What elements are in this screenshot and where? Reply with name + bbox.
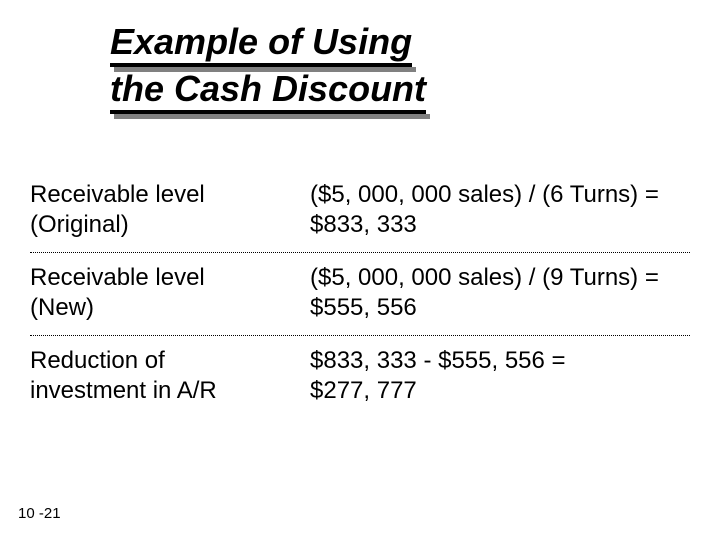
- slide-title: Example of Using the Cash Discount: [110, 20, 426, 114]
- label-text: investment in A/R: [30, 377, 217, 404]
- value-text: $833, 333: [310, 211, 417, 238]
- label-text: Receivable level: [30, 181, 205, 208]
- value-text: ($5, 000, 000 sales) / (9 Turns) =: [310, 264, 659, 291]
- content-table: Receivable level (Original) ($5, 000, 00…: [30, 170, 690, 418]
- title-line-2: the Cash Discount: [110, 67, 426, 114]
- row-value: ($5, 000, 000 sales) / (9 Turns) = $555,…: [310, 263, 690, 323]
- table-row: Receivable level (New) ($5, 000, 000 sal…: [30, 253, 690, 336]
- label-text: Reduction of: [30, 347, 165, 374]
- table-row: Reduction of investment in A/R $833, 333…: [30, 336, 690, 418]
- row-label: Receivable level (Original): [30, 180, 310, 240]
- label-text: (New): [30, 294, 94, 321]
- row-label: Receivable level (New): [30, 263, 310, 323]
- page-number: 10 -21: [18, 505, 61, 522]
- title-line-1: Example of Using: [110, 20, 412, 67]
- table-row: Receivable level (Original) ($5, 000, 00…: [30, 170, 690, 253]
- value-text: ($5, 000, 000 sales) / (6 Turns) =: [310, 181, 659, 208]
- label-text: (Original): [30, 211, 129, 238]
- value-text: $277, 777: [310, 377, 417, 404]
- label-text: Receivable level: [30, 264, 205, 291]
- value-text: $833, 333 - $555, 556 =: [310, 347, 566, 374]
- row-value: ($5, 000, 000 sales) / (6 Turns) = $833,…: [310, 180, 690, 240]
- value-text: $555, 556: [310, 294, 417, 321]
- row-label: Reduction of investment in A/R: [30, 346, 310, 406]
- row-value: $833, 333 - $555, 556 = $277, 777: [310, 346, 690, 406]
